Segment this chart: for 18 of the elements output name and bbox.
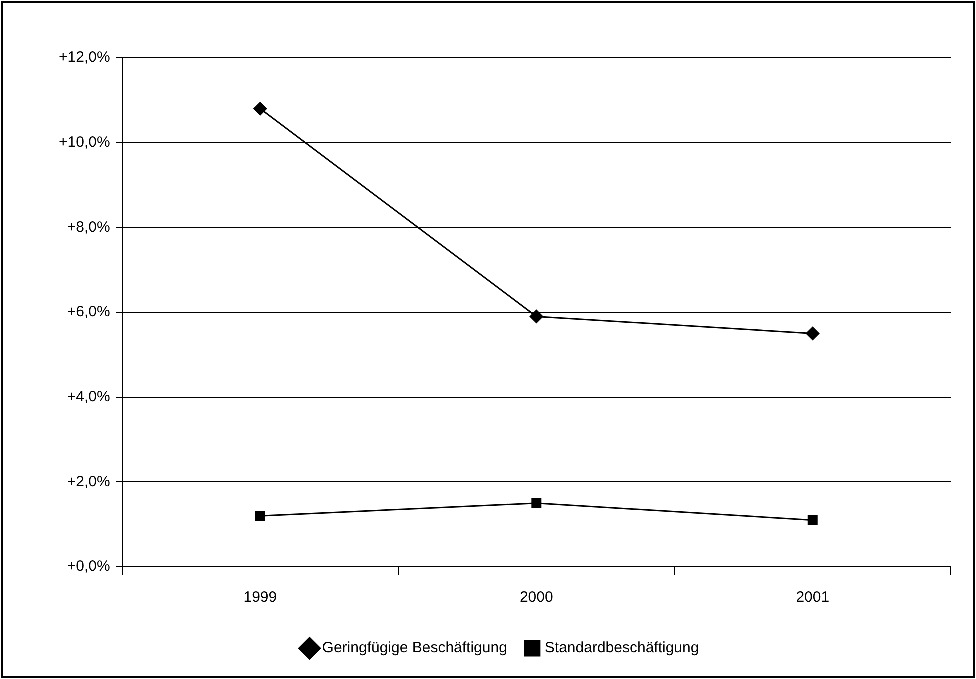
y-tick-label: +0,0%: [67, 558, 110, 576]
y-tick-label: +4,0%: [67, 388, 110, 406]
y-tick-label: +8,0%: [67, 218, 110, 236]
y-tick-label: +12,0%: [58, 49, 110, 66]
y-tick-label: +2,0%: [67, 473, 110, 490]
point: [808, 515, 818, 526]
point: [530, 310, 544, 324]
x-tick-label: 1999: [244, 589, 278, 606]
point: [255, 511, 266, 522]
x-tick-label: 2001: [796, 589, 830, 606]
legend-label: Geringfügige Beschäftigung: [322, 640, 508, 657]
y-tick-label: +6,0%: [67, 304, 110, 321]
legend-label: Standardbeschäftigung: [544, 640, 700, 657]
point: [254, 102, 268, 116]
y-tick-label: +10,0%: [58, 134, 110, 151]
point: [532, 498, 542, 508]
x-tick-label: 2000: [520, 589, 554, 606]
point: [806, 326, 820, 340]
